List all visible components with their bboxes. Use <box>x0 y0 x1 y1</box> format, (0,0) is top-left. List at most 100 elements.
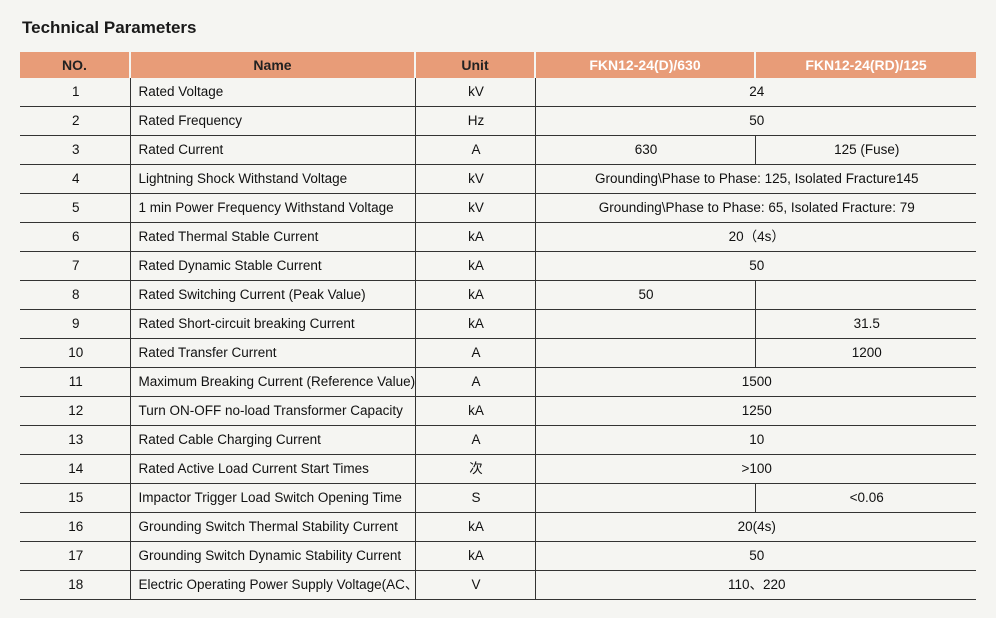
cell-value-merged: 20（4s） <box>535 223 976 252</box>
cell-value-merged: 10 <box>535 426 976 455</box>
cell-name: Rated Switching Current (Peak Value) <box>130 281 415 310</box>
cell-value-merged: 50 <box>535 542 976 571</box>
table-row: 14Rated Active Load Current Start Times次… <box>20 455 976 484</box>
cell-name: Rated Frequency <box>130 107 415 136</box>
table-row: 3Rated CurrentA630125 (Fuse) <box>20 136 976 165</box>
cell-unit: S <box>415 484 535 513</box>
cell-unit: kA <box>415 281 535 310</box>
cell-value-2 <box>755 281 976 310</box>
table-row: 6Rated Thermal Stable CurrentkA20（4s） <box>20 223 976 252</box>
table-row: 18Electric Operating Power Supply Voltag… <box>20 571 976 600</box>
cell-unit: V <box>415 571 535 600</box>
cell-no: 3 <box>20 136 130 165</box>
cell-name: Electric Operating Power Supply Voltage(… <box>130 571 415 600</box>
table-row: 51 min Power Frequency Withstand Voltage… <box>20 194 976 223</box>
cell-unit: Hz <box>415 107 535 136</box>
cell-value-2: <0.06 <box>755 484 976 513</box>
cell-name: Rated Active Load Current Start Times <box>130 455 415 484</box>
cell-name: 1 min Power Frequency Withstand Voltage <box>130 194 415 223</box>
cell-value-merged: 110、220 <box>535 571 976 600</box>
cell-unit: A <box>415 426 535 455</box>
cell-no: 15 <box>20 484 130 513</box>
col-header-no: NO. <box>20 52 130 78</box>
cell-no: 16 <box>20 513 130 542</box>
cell-no: 17 <box>20 542 130 571</box>
col-header-name: Name <box>130 52 415 78</box>
cell-value-2: 1200 <box>755 339 976 368</box>
cell-value-merged: 50 <box>535 252 976 281</box>
cell-unit: kV <box>415 78 535 107</box>
cell-no: 7 <box>20 252 130 281</box>
table-row: 12Turn ON-OFF no-load Transformer Capaci… <box>20 397 976 426</box>
cell-name: Rated Cable Charging Current <box>130 426 415 455</box>
cell-value-1 <box>535 484 755 513</box>
table-row: 2Rated FrequencyHz50 <box>20 107 976 136</box>
cell-value-merged: >100 <box>535 455 976 484</box>
cell-name: Rated Thermal Stable Current <box>130 223 415 252</box>
cell-unit: A <box>415 368 535 397</box>
cell-unit: 次 <box>415 455 535 484</box>
cell-name: Rated Dynamic Stable Current <box>130 252 415 281</box>
cell-no: 13 <box>20 426 130 455</box>
cell-value-merged: 20(4s) <box>535 513 976 542</box>
parameters-table: NO. Name Unit FKN12-24(D)/630 FKN12-24(R… <box>20 52 976 600</box>
col-header-v2: FKN12-24(RD)/125 <box>755 52 976 78</box>
cell-no: 5 <box>20 194 130 223</box>
cell-no: 14 <box>20 455 130 484</box>
cell-name: Rated Transfer Current <box>130 339 415 368</box>
section-title: Technical Parameters <box>22 18 976 38</box>
cell-value-2: 31.5 <box>755 310 976 339</box>
cell-unit: kV <box>415 194 535 223</box>
cell-value-merged: 1250 <box>535 397 976 426</box>
col-header-v1: FKN12-24(D)/630 <box>535 52 755 78</box>
cell-name: Impactor Trigger Load Switch Opening Tim… <box>130 484 415 513</box>
cell-no: 2 <box>20 107 130 136</box>
col-header-unit: Unit <box>415 52 535 78</box>
table-header-row: NO. Name Unit FKN12-24(D)/630 FKN12-24(R… <box>20 52 976 78</box>
cell-name: Grounding Switch Dynamic Stability Curre… <box>130 542 415 571</box>
table-row: 9Rated Short-circuit breaking CurrentkA 3… <box>20 310 976 339</box>
cell-unit: kA <box>415 542 535 571</box>
table-row: 4Lightning Shock Withstand VoltagekVGrou… <box>20 165 976 194</box>
cell-no: 8 <box>20 281 130 310</box>
cell-value-merged: Grounding\Phase to Phase: 125, Isolated … <box>535 165 976 194</box>
table-row: 8Rated Switching Current (Peak Value)kA5… <box>20 281 976 310</box>
table-row: 17Grounding Switch Dynamic Stability Cur… <box>20 542 976 571</box>
cell-no: 10 <box>20 339 130 368</box>
cell-no: 6 <box>20 223 130 252</box>
cell-name: Maximum Breaking Current (Reference Valu… <box>130 368 415 397</box>
cell-unit: A <box>415 339 535 368</box>
cell-name: Lightning Shock Withstand Voltage <box>130 165 415 194</box>
cell-value-1: 630 <box>535 136 755 165</box>
table-row: 1Rated VoltagekV24 <box>20 78 976 107</box>
cell-unit: kA <box>415 252 535 281</box>
cell-no: 4 <box>20 165 130 194</box>
cell-name: Rated Short-circuit breaking Current <box>130 310 415 339</box>
table-row: 15Impactor Trigger Load Switch Opening T… <box>20 484 976 513</box>
table-row: 16Grounding Switch Thermal Stability Cur… <box>20 513 976 542</box>
cell-value-2: 125 (Fuse) <box>755 136 976 165</box>
cell-value-merged: 50 <box>535 107 976 136</box>
cell-unit: kA <box>415 223 535 252</box>
cell-unit: A <box>415 136 535 165</box>
cell-value-merged: Grounding\Phase to Phase: 65, Isolated F… <box>535 194 976 223</box>
cell-unit: kA <box>415 310 535 339</box>
cell-no: 9 <box>20 310 130 339</box>
table-row: 7Rated Dynamic Stable CurrentkA50 <box>20 252 976 281</box>
cell-no: 11 <box>20 368 130 397</box>
cell-name: Rated Current <box>130 136 415 165</box>
cell-value-1: 50 <box>535 281 755 310</box>
cell-value-merged: 24 <box>535 78 976 107</box>
table-row: 13Rated Cable Charging CurrentA10 <box>20 426 976 455</box>
table-row: 11Maximum Breaking Current (Reference Va… <box>20 368 976 397</box>
cell-name: Turn ON-OFF no-load Transformer Capacity <box>130 397 415 426</box>
cell-value-1 <box>535 339 755 368</box>
cell-unit: kV <box>415 165 535 194</box>
cell-unit: kA <box>415 513 535 542</box>
cell-no: 1 <box>20 78 130 107</box>
cell-value-1 <box>535 310 755 339</box>
cell-no: 18 <box>20 571 130 600</box>
cell-name: Grounding Switch Thermal Stability Curre… <box>130 513 415 542</box>
cell-no: 12 <box>20 397 130 426</box>
cell-value-merged: 1500 <box>535 368 976 397</box>
